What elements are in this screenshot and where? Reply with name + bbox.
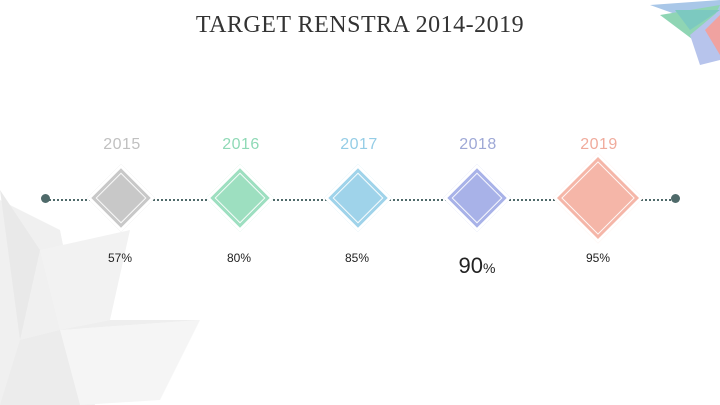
gray-polygon	[0, 190, 40, 340]
value-label-2016: 80%	[226, 251, 252, 265]
gray-polygon	[40, 230, 130, 330]
timeline-end-dot	[671, 194, 680, 203]
year-label-2017: 2017	[340, 136, 378, 153]
value-number-2018: 90	[458, 253, 484, 278]
value-label-2017: 85%	[344, 251, 370, 265]
red-leaf	[705, 15, 720, 55]
timeline-start-dot	[41, 194, 50, 203]
teal-leaf	[675, 10, 720, 30]
value-label-2019: 95%	[585, 251, 611, 265]
year-label-2018: 2018	[459, 136, 497, 153]
value-unit-2018: %	[483, 260, 496, 276]
year-label-2019: 2019	[580, 136, 618, 153]
page-title: TARGET RENSTRA 2014-2019	[195, 12, 525, 38]
gray-polygon	[0, 330, 80, 405]
value-label-2018: 90%	[417, 253, 537, 279]
year-label-2015: 2015	[103, 136, 141, 153]
gray-polygon	[60, 320, 200, 405]
value-label-2015: 57%	[107, 251, 133, 265]
year-label-2016: 2016	[222, 136, 260, 153]
gray-polygon	[60, 320, 200, 330]
